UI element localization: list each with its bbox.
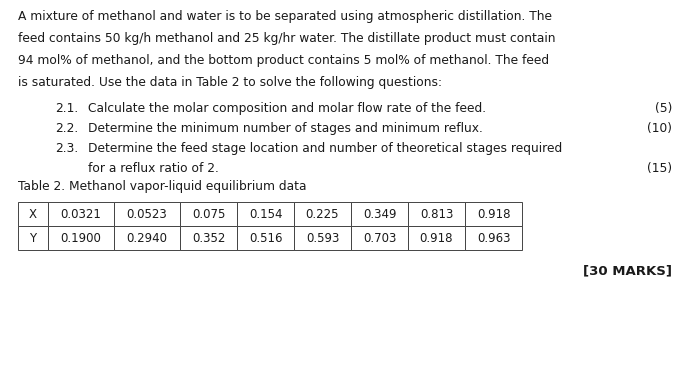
Text: 0.352: 0.352	[192, 232, 225, 244]
Bar	[48, 202, 114, 226]
Text: 0.918: 0.918	[420, 232, 454, 244]
Text: 0.963: 0.963	[477, 232, 510, 244]
Text: 0.0321: 0.0321	[61, 208, 102, 220]
Text: 0.225: 0.225	[306, 208, 340, 220]
Text: X: X	[29, 208, 37, 220]
Bar	[180, 226, 237, 250]
Bar	[465, 226, 522, 250]
Bar	[114, 226, 180, 250]
Text: 0.349: 0.349	[363, 208, 396, 220]
Bar	[408, 226, 465, 250]
Text: Table 2. Methanol vapor-liquid equilibrium data: Table 2. Methanol vapor-liquid equilibri…	[18, 180, 307, 193]
Text: Determine the minimum number of stages and minimum reflux.: Determine the minimum number of stages a…	[88, 122, 483, 135]
Text: 0.2940: 0.2940	[127, 232, 167, 244]
Text: A mixture of methanol and water is to be separated using atmospheric distillatio: A mixture of methanol and water is to be…	[18, 10, 552, 23]
Bar	[18, 226, 48, 250]
Text: 0.593: 0.593	[306, 232, 340, 244]
Text: 94 mol% of methanol, and the bottom product contains 5 mol% of methanol. The fee: 94 mol% of methanol, and the bottom prod…	[18, 54, 549, 67]
Bar	[294, 226, 351, 250]
Text: 2.2.: 2.2.	[55, 122, 78, 135]
Text: (10): (10)	[647, 122, 672, 135]
Text: (15): (15)	[647, 162, 672, 175]
Bar	[18, 202, 48, 226]
Text: 0.918: 0.918	[477, 208, 510, 220]
Text: 0.0523: 0.0523	[127, 208, 167, 220]
Text: 0.1900: 0.1900	[61, 232, 102, 244]
Bar	[294, 202, 351, 226]
Text: Determine the feed stage location and number of theoretical stages required: Determine the feed stage location and nu…	[88, 142, 562, 155]
Text: 0.075: 0.075	[192, 208, 225, 220]
Bar	[237, 202, 294, 226]
Text: for a reflux ratio of 2.: for a reflux ratio of 2.	[88, 162, 219, 175]
Text: 0.703: 0.703	[363, 232, 396, 244]
Text: feed contains 50 kg/h methanol and 25 kg/hr water. The distillate product must c: feed contains 50 kg/h methanol and 25 kg…	[18, 32, 556, 45]
Text: Calculate the molar composition and molar flow rate of the feed.: Calculate the molar composition and mola…	[88, 102, 486, 115]
Bar	[48, 226, 114, 250]
Text: 0.516: 0.516	[248, 232, 282, 244]
Bar	[465, 202, 522, 226]
Text: (5): (5)	[654, 102, 672, 115]
Text: 0.154: 0.154	[248, 208, 282, 220]
Bar	[408, 202, 465, 226]
Text: [30 MARKS]: [30 MARKS]	[583, 264, 672, 277]
Text: 0.813: 0.813	[420, 208, 453, 220]
Bar	[237, 226, 294, 250]
Text: 2.1.: 2.1.	[55, 102, 78, 115]
Bar	[351, 226, 408, 250]
Text: 2.3.: 2.3.	[55, 142, 78, 155]
Text: is saturated. Use the data in Table 2 to solve the following questions:: is saturated. Use the data in Table 2 to…	[18, 76, 442, 89]
Text: Y: Y	[29, 232, 36, 244]
Bar	[114, 202, 180, 226]
Bar	[351, 202, 408, 226]
Bar	[180, 202, 237, 226]
